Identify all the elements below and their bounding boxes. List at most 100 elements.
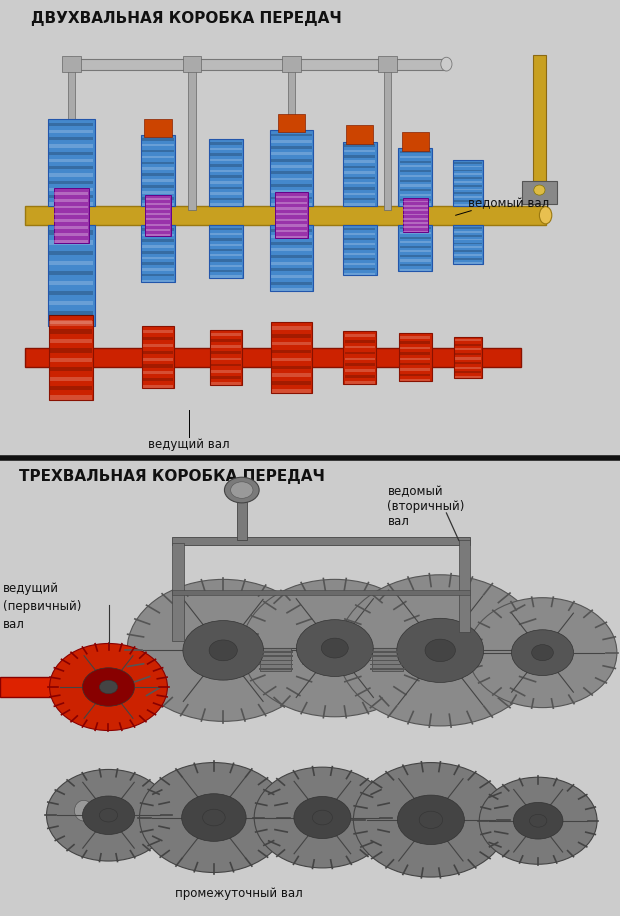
Bar	[209, 225, 243, 278]
Bar	[211, 345, 241, 348]
Bar	[210, 254, 242, 256]
Bar	[402, 198, 428, 233]
Bar	[172, 590, 470, 595]
Bar	[50, 386, 92, 390]
Bar	[142, 251, 174, 254]
Bar	[345, 364, 374, 366]
Bar	[142, 180, 174, 182]
Bar	[272, 374, 311, 377]
Bar	[345, 334, 374, 337]
Bar	[342, 142, 377, 206]
Circle shape	[82, 796, 135, 834]
Bar	[272, 326, 311, 330]
Bar	[455, 376, 481, 378]
Bar	[142, 234, 174, 236]
Bar	[50, 152, 93, 155]
Bar	[271, 228, 312, 232]
Bar	[271, 191, 312, 193]
Bar	[211, 376, 241, 378]
Circle shape	[231, 482, 253, 498]
Bar	[50, 322, 93, 325]
Bar	[401, 352, 430, 354]
Bar	[210, 259, 242, 262]
Bar	[455, 353, 481, 355]
Bar	[401, 347, 430, 349]
Text: ТРЕХВАЛЬНАЯ КОРОБКА ПЕРЕДАЧ: ТРЕХВАЛЬНАЯ КОРОБКА ПЕРЕДАЧ	[19, 469, 324, 485]
Bar	[143, 365, 173, 367]
Bar	[400, 232, 432, 234]
Bar	[210, 203, 242, 205]
Bar	[50, 261, 93, 266]
Bar	[271, 184, 312, 187]
Circle shape	[203, 809, 225, 826]
Bar	[210, 244, 242, 246]
Bar	[345, 369, 374, 372]
Bar	[146, 198, 170, 200]
Bar	[282, 56, 301, 72]
Bar	[210, 233, 242, 235]
Bar	[142, 156, 174, 158]
Bar	[400, 259, 432, 262]
Bar	[143, 378, 173, 381]
Bar	[401, 363, 430, 365]
Bar	[237, 489, 247, 540]
Bar	[142, 239, 174, 242]
Bar	[454, 166, 482, 168]
Bar	[343, 253, 376, 256]
Bar	[400, 227, 432, 230]
Bar	[210, 192, 242, 194]
Text: ведомый вал: ведомый вал	[468, 197, 549, 211]
Bar	[143, 351, 173, 354]
Bar	[454, 169, 482, 171]
Bar	[378, 56, 397, 72]
Bar	[400, 190, 432, 191]
Bar	[142, 161, 174, 164]
Bar	[454, 196, 482, 198]
Bar	[271, 275, 312, 278]
Bar	[343, 228, 376, 230]
Bar	[343, 177, 376, 179]
Circle shape	[140, 762, 288, 872]
Text: ДВУХВАЛЬНАЯ КОРОБКА ПЕРЕДАЧ: ДВУХВАЛЬНАЯ КОРОБКА ПЕРЕДАЧ	[31, 12, 342, 27]
Bar	[172, 542, 184, 641]
Bar	[210, 228, 242, 230]
Circle shape	[182, 793, 246, 841]
Bar	[271, 140, 312, 143]
Bar	[84, 804, 118, 817]
Bar	[210, 170, 242, 172]
Bar	[142, 203, 174, 205]
Bar	[55, 240, 88, 243]
Bar	[143, 330, 173, 333]
Bar	[50, 166, 93, 169]
Circle shape	[50, 643, 167, 731]
Bar	[50, 145, 93, 147]
Bar	[142, 197, 174, 200]
Bar	[271, 289, 312, 291]
Bar	[343, 203, 376, 206]
Bar	[271, 165, 312, 168]
Bar	[146, 208, 170, 210]
Bar	[142, 168, 174, 170]
Bar	[403, 213, 428, 215]
Bar	[50, 202, 93, 205]
Bar	[210, 249, 242, 251]
Bar	[210, 265, 242, 267]
Bar	[454, 177, 482, 179]
Bar	[401, 342, 430, 344]
Bar	[210, 147, 242, 150]
Bar	[455, 371, 481, 374]
Bar	[343, 331, 376, 384]
Bar	[343, 155, 376, 158]
Bar	[55, 233, 88, 236]
Bar	[211, 364, 241, 366]
Bar	[343, 198, 376, 201]
Bar	[48, 224, 95, 325]
Circle shape	[338, 575, 542, 725]
Bar	[454, 255, 482, 256]
Bar	[142, 138, 174, 140]
Bar	[271, 255, 312, 258]
Bar	[455, 344, 481, 345]
Bar	[271, 197, 312, 200]
Bar	[343, 263, 376, 266]
Bar	[455, 348, 481, 351]
